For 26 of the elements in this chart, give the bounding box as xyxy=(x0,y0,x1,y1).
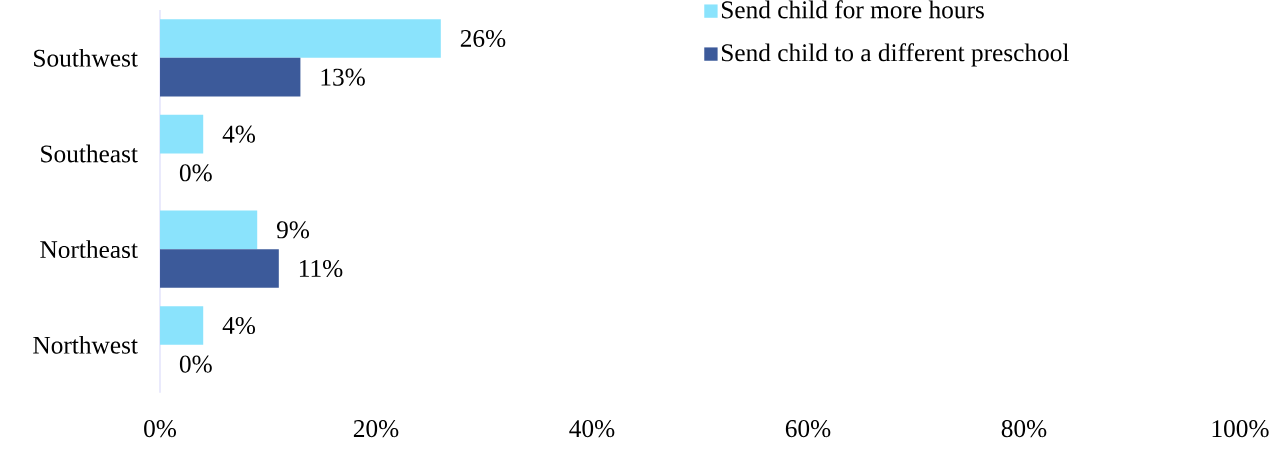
data-label: 26% xyxy=(460,29,506,48)
data-label: 4% xyxy=(222,125,256,143)
y-tick-label: Northeast xyxy=(40,240,138,259)
data-label: 13% xyxy=(321,68,365,86)
bar xyxy=(160,114,204,154)
bar xyxy=(160,210,258,250)
bar xyxy=(160,249,279,288)
bar xyxy=(160,306,204,345)
x-tick-label: 0% xyxy=(144,420,177,438)
y-tick-label: Southwest xyxy=(34,48,138,67)
x-tick-label: 20% xyxy=(353,420,399,438)
data-label: 11% xyxy=(299,259,343,278)
data-label: 0% xyxy=(179,164,212,182)
data-label: 9% xyxy=(276,221,310,239)
x-tick-label: 60% xyxy=(785,420,831,438)
data-label: 4% xyxy=(222,316,256,335)
data-label: 0% xyxy=(179,355,212,373)
x-tick-label: 40% xyxy=(569,420,615,438)
x-tick-label: 80% xyxy=(1001,420,1047,438)
bar xyxy=(160,19,441,58)
legend-label: Send child to a different preschool xyxy=(721,43,1069,67)
legend-label: Send child for more hours xyxy=(721,0,984,19)
y-tick-label: Southeast xyxy=(41,144,138,163)
bar xyxy=(160,57,301,97)
y-tick-label: Northwest xyxy=(33,335,138,354)
x-tick-label: 100% xyxy=(1212,420,1269,438)
